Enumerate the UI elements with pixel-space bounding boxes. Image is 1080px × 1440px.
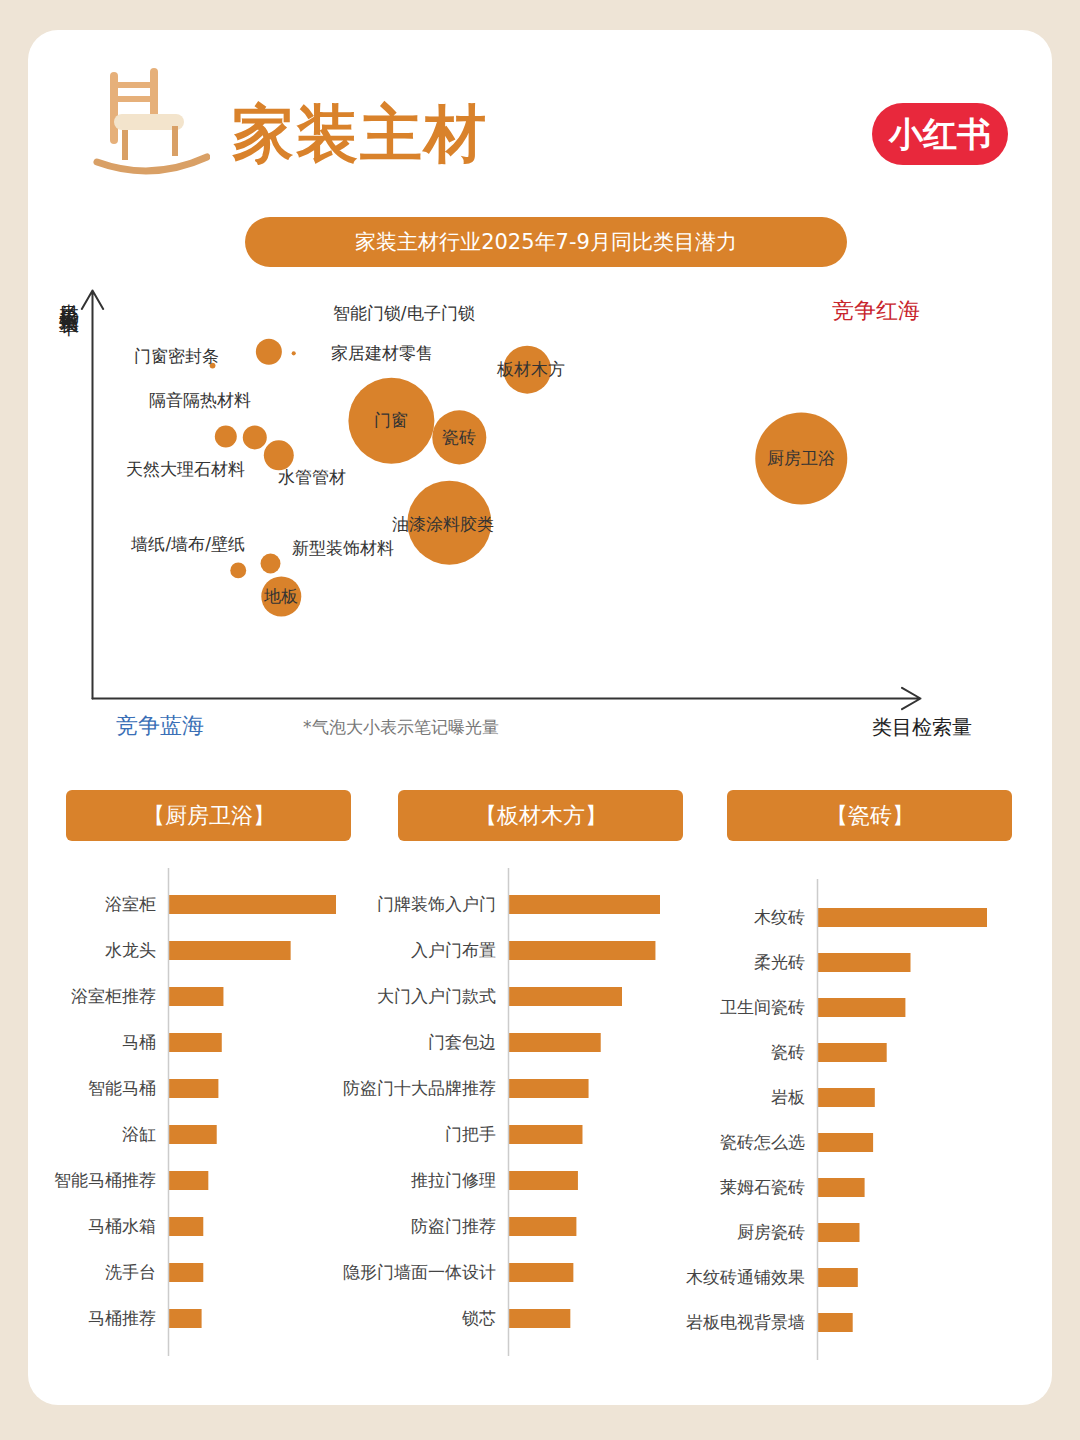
svg-text:水龙头: 水龙头 <box>105 940 156 960</box>
svg-text:莱姆石瓷砖: 莱姆石瓷砖 <box>720 1177 805 1197</box>
svg-text:锁芯: 锁芯 <box>461 1308 496 1328</box>
svg-text:柔光砖: 柔光砖 <box>754 952 805 972</box>
svg-text:防盗门十大品牌推荐: 防盗门十大品牌推荐 <box>343 1078 496 1098</box>
svg-text:门窗: 门窗 <box>374 410 408 430</box>
svg-text:隔音隔热材料: 隔音隔热材料 <box>149 390 251 410</box>
svg-text:洗手台: 洗手台 <box>105 1262 156 1282</box>
svg-text:地板: 地板 <box>263 586 298 606</box>
html-text:家装主材: 家装主材 <box>232 97 488 170</box>
svg-text:板材木方: 板材木方 <box>496 359 565 379</box>
html-text:家装主材行业2025年7-9月同比类目潜力: 家装主材行业2025年7-9月同比类目潜力 <box>355 230 737 254</box>
svg-text:推拉门修理: 推拉门修理 <box>411 1170 496 1190</box>
html-text:【厨房卫浴】: 【厨房卫浴】 <box>142 803 275 828</box>
svg-text:防盗门推荐: 防盗门推荐 <box>411 1216 496 1236</box>
svg-text:厨房瓷砖: 厨房瓷砖 <box>737 1222 805 1242</box>
html-text:小红书: 小红书 <box>889 114 991 154</box>
svg-text:浴室柜: 浴室柜 <box>105 894 156 914</box>
html-text:【瓷砖】: 【瓷砖】 <box>825 803 914 828</box>
svg-text:马桶: 马桶 <box>122 1032 156 1052</box>
html-text:*气泡大小表示笔记曝光量: *气泡大小表示笔记曝光量 <box>303 717 499 737</box>
svg-text:天然大理石材料: 天然大理石材料 <box>126 459 245 479</box>
svg-text:门套包边: 门套包边 <box>428 1032 496 1052</box>
svg-text:智能门锁/电子门锁: 智能门锁/电子门锁 <box>333 303 475 323</box>
svg-text:墙纸/墙布/壁纸: 墙纸/墙布/壁纸 <box>130 534 244 554</box>
html-text:【板材木方】: 【板材木方】 <box>474 803 607 828</box>
html-text:类目检索量: 类目检索量 <box>872 715 972 739</box>
svg-text:瓷砖怎么选: 瓷砖怎么选 <box>720 1132 805 1152</box>
svg-text:马桶推荐: 马桶推荐 <box>88 1308 156 1328</box>
svg-text:油漆涂料胶类: 油漆涂料胶类 <box>392 514 494 534</box>
svg-text:隐形门墙面一体设计: 隐形门墙面一体设计 <box>343 1262 496 1282</box>
svg-text:大门入户门款式: 大门入户门款式 <box>377 986 496 1006</box>
html-text:竞争红海: 竞争红海 <box>832 298 920 323</box>
svg-text:岩板: 岩板 <box>771 1087 805 1107</box>
svg-text:新型装饰材料: 新型装饰材料 <box>292 538 394 558</box>
svg-text:门牌装饰入户门: 门牌装饰入户门 <box>377 894 496 914</box>
svg-text:智能马桶: 智能马桶 <box>88 1078 156 1098</box>
svg-text:厨房卫浴: 厨房卫浴 <box>767 448 835 468</box>
svg-text:瓷砖: 瓷砖 <box>771 1042 805 1062</box>
svg-text:马桶水箱: 马桶水箱 <box>88 1216 156 1236</box>
svg-text:卫生间瓷砖: 卫生间瓷砖 <box>720 997 805 1017</box>
svg-text:浴缸: 浴缸 <box>122 1124 156 1144</box>
svg-text:智能马桶推荐: 智能马桶推荐 <box>54 1170 156 1190</box>
svg-text:岩板电视背景墙: 岩板电视背景墙 <box>686 1312 805 1332</box>
svg-text:家居建材零售: 家居建材零售 <box>331 343 433 363</box>
svg-text:木纹砖通铺效果: 木纹砖通铺效果 <box>686 1267 805 1287</box>
svg-text:木纹砖: 木纹砖 <box>754 907 805 927</box>
html-text:类目检索增长率: 类目检索增长率 <box>57 288 81 302</box>
svg-text:水管管材: 水管管材 <box>278 467 346 487</box>
html-text:竞争蓝海: 竞争蓝海 <box>116 713 204 738</box>
svg-text:入户门布置: 入户门布置 <box>411 940 496 960</box>
svg-text:门窗密封条: 门窗密封条 <box>134 346 219 366</box>
svg-text:门把手: 门把手 <box>445 1124 496 1144</box>
svg-text:瓷砖: 瓷砖 <box>442 427 476 447</box>
svg-text:浴室柜推荐: 浴室柜推荐 <box>71 986 156 1006</box>
